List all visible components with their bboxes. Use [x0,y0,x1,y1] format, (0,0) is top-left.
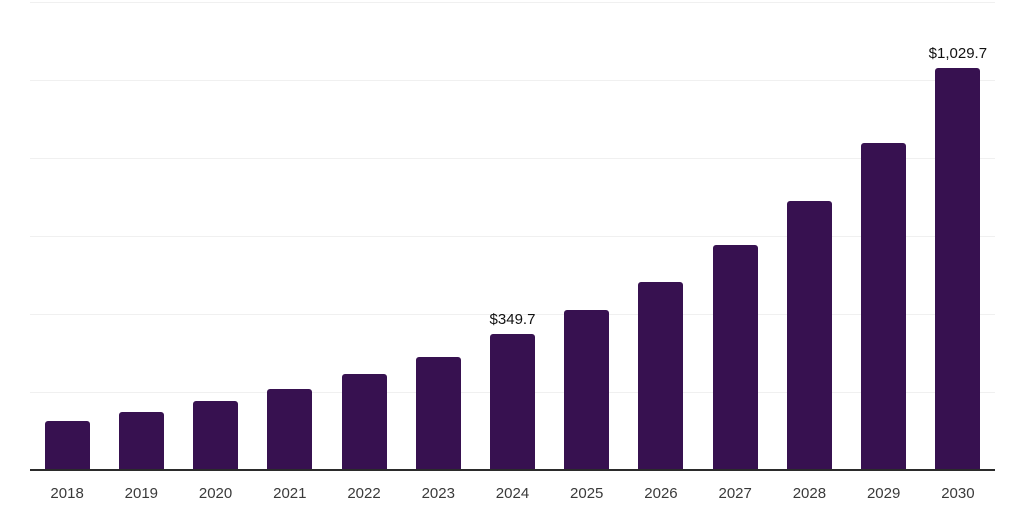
x-tick-2027: 2027 [718,485,752,502]
x-tick-2021: 2021 [273,485,307,502]
bar-2018 [44,421,90,470]
gridline [30,236,995,237]
gridline [30,2,995,3]
x-tick-2018: 2018 [50,485,84,502]
bar-2028 [786,201,832,470]
x-tick-2023: 2023 [421,485,455,502]
x-tick-2029: 2029 [866,485,901,502]
bar-2024 [490,333,535,470]
bar-2025 [564,309,610,470]
bar-2026 [638,281,684,470]
bar-2023 [415,357,461,470]
bar-2021 [267,389,313,470]
x-tick-2019: 2019 [124,485,159,502]
x-tick-2028: 2028 [792,485,827,502]
data-label-2024: $349.7 [489,310,536,328]
bar-2020 [193,401,239,470]
bar-2029 [861,143,907,470]
x-axis-line [30,469,995,471]
x-axis-labels: 2018 2019 2020 2021 2022 2023 2024 2025 2026 2027… [30,484,995,504]
bar-2027 [712,244,758,470]
x-tick-2026: 2026 [644,485,678,502]
x-tick-2022: 2022 [347,485,381,502]
gridline [30,314,995,315]
x-tick-2025: 2025 [570,485,604,502]
plot-area: $349.7 $1,029.7 [30,2,995,470]
x-tick-2030: 2030 [941,485,975,502]
x-tick-2020: 2020 [198,485,233,502]
bar-2019 [118,412,164,470]
gridline [30,158,995,159]
data-label-2030: $1,029.7 [928,45,988,63]
bar-2022 [341,373,387,470]
x-tick-2024: 2024 [495,485,530,502]
gridline [30,80,995,81]
bar-2030 [935,68,981,470]
